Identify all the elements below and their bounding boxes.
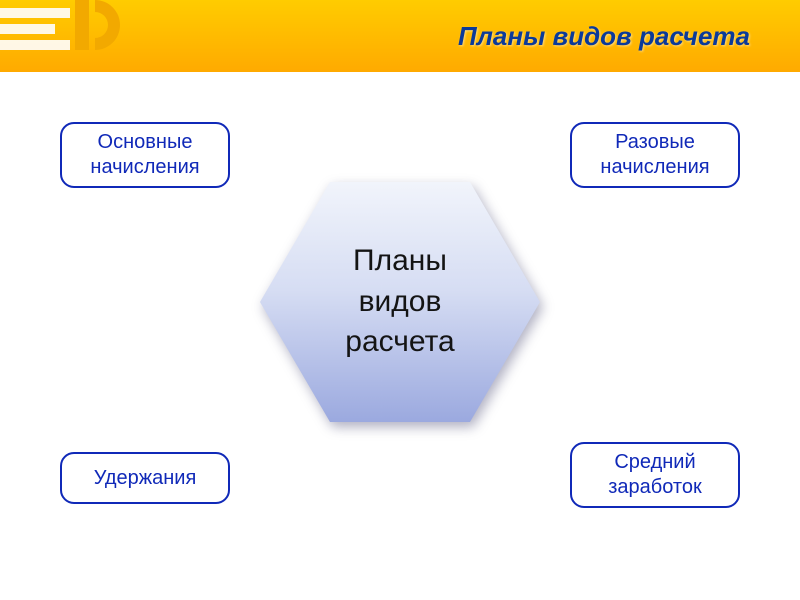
box-line2: заработок: [608, 475, 702, 500]
box-line2: начисления: [600, 155, 709, 180]
box-line1: Разовые: [615, 130, 695, 155]
hex-line1: Планы: [353, 241, 447, 282]
box-top-left: Основные начисления: [60, 122, 230, 188]
box-line2: начисления: [90, 155, 199, 180]
hexagon-shape: Планы видов расчета: [260, 182, 540, 422]
hex-line3: расчета: [345, 322, 454, 363]
diagram-area: Основные начисления Разовые начисления У…: [0, 72, 800, 600]
header-bar: Планы видов расчета: [0, 0, 800, 72]
logo-1c: [0, 0, 130, 72]
box-top-right: Разовые начисления: [570, 122, 740, 188]
center-hexagon: Планы видов расчета: [260, 182, 540, 422]
box-bottom-right: Средний заработок: [570, 442, 740, 508]
page-title: Планы видов расчета: [458, 21, 750, 52]
box-line1: Средний: [614, 450, 695, 475]
hex-line2: видов: [359, 282, 442, 323]
box-line1: Основные: [98, 130, 193, 155]
box-bottom-left: Удержания: [60, 452, 230, 504]
box-line1: Удержания: [94, 466, 197, 491]
